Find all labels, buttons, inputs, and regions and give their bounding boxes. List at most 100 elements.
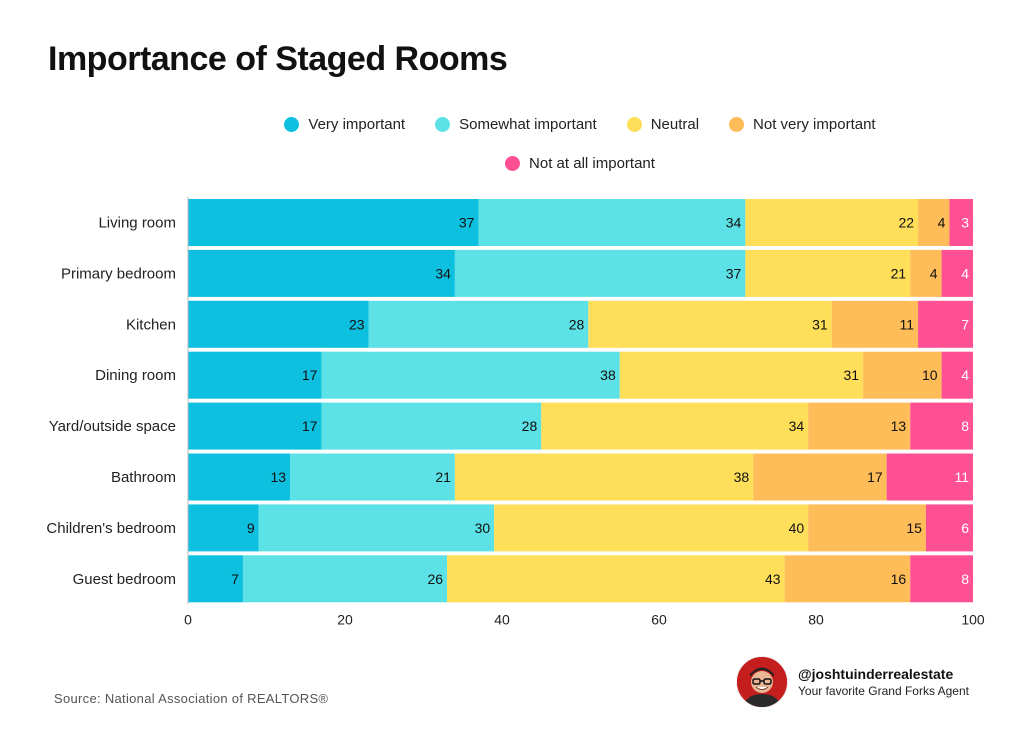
avatar-portrait-icon xyxy=(737,657,787,707)
bar-segment xyxy=(188,199,479,246)
bar-segment xyxy=(188,402,322,450)
data-label: 31 xyxy=(812,316,828,332)
bar-segment xyxy=(321,402,542,450)
data-label: 9 xyxy=(247,520,255,536)
bar-segment xyxy=(541,402,809,450)
legend-item: Very important xyxy=(284,116,405,133)
data-label: 34 xyxy=(789,418,805,434)
x-tick-label: 40 xyxy=(494,611,510,627)
data-label: 17 xyxy=(302,367,318,383)
category-label: Kitchen xyxy=(126,316,176,333)
bar-segment xyxy=(188,300,369,348)
bar-segment xyxy=(941,351,973,399)
data-label: 13 xyxy=(270,469,286,485)
legend-swatch xyxy=(626,117,642,132)
data-label: 38 xyxy=(600,367,616,383)
source-note: Source: National Association of REALTORS… xyxy=(54,691,329,706)
bar-segment xyxy=(447,555,785,603)
data-label: 8 xyxy=(961,418,969,434)
data-label: 4 xyxy=(961,367,969,383)
legend-item: Not at all important xyxy=(505,155,655,172)
bar-segment xyxy=(454,249,746,297)
bar-segment xyxy=(784,555,911,603)
data-label: 37 xyxy=(726,265,742,281)
bar-segment xyxy=(910,555,973,603)
bar-segment xyxy=(886,453,973,501)
data-label: 22 xyxy=(898,215,914,231)
category-label: Primary bedroom xyxy=(61,265,176,282)
x-tick-label: 80 xyxy=(808,611,824,627)
bar-segment xyxy=(745,199,919,246)
data-label: 6 xyxy=(961,520,969,536)
data-label: 26 xyxy=(427,571,443,587)
legend-item: Not very important xyxy=(729,116,876,133)
x-tick-label: 60 xyxy=(651,611,667,627)
data-label: 28 xyxy=(522,418,538,434)
bar-segment xyxy=(494,504,809,552)
bar-segment xyxy=(949,199,973,246)
data-label: 38 xyxy=(734,469,750,485)
category-label: Guest bedroom xyxy=(73,571,176,588)
bar-segment xyxy=(619,351,864,399)
bar-segment xyxy=(925,504,973,552)
legend-label: Very important xyxy=(308,116,406,133)
data-label: 3 xyxy=(961,215,969,231)
data-label: 8 xyxy=(961,571,969,587)
legend-swatch xyxy=(284,117,300,132)
legend-label: Neutral xyxy=(650,116,700,133)
data-label: 34 xyxy=(435,265,451,281)
data-label: 11 xyxy=(900,316,915,332)
data-label: 4 xyxy=(930,265,938,281)
bar-segment xyxy=(910,249,942,297)
bar-segment xyxy=(918,300,973,348)
bar-segment xyxy=(321,351,620,399)
x-tick-label: 0 xyxy=(184,611,192,627)
legend: Very important Somewhat important Neutral N… xyxy=(230,116,930,172)
category-label: Bathroom xyxy=(111,469,176,486)
category-label: Yard/outside space xyxy=(49,418,176,435)
bar-segment xyxy=(831,300,919,348)
data-label: 34 xyxy=(726,215,742,231)
bar-segment xyxy=(863,351,942,399)
data-label: 21 xyxy=(891,265,907,281)
legend-label: Not at all important xyxy=(529,155,655,172)
data-label: 15 xyxy=(906,520,922,536)
bar-segment xyxy=(188,504,259,552)
bar-segment xyxy=(588,300,832,348)
data-label: 13 xyxy=(891,418,907,434)
data-label: 21 xyxy=(435,469,451,485)
bar-segment xyxy=(918,199,950,246)
bar-segment xyxy=(454,453,754,501)
bar-segment xyxy=(808,504,926,552)
data-label: 10 xyxy=(922,367,938,383)
bar-segment xyxy=(941,249,973,297)
bar-segment xyxy=(188,453,291,501)
bar-segment xyxy=(242,555,448,603)
data-label: 17 xyxy=(302,418,318,434)
credit-block: @joshtuinderrealestate Your favorite Gra… xyxy=(736,656,969,708)
credit-handle: @joshtuinderrealestate xyxy=(798,666,954,682)
data-label: 4 xyxy=(938,215,946,231)
category-label: Living room xyxy=(98,215,176,232)
data-label: 7 xyxy=(231,571,239,587)
legend-item: Neutral xyxy=(626,116,700,133)
bar-segment xyxy=(745,249,911,297)
data-label: 16 xyxy=(891,571,907,587)
legend-label: Not very important xyxy=(753,116,876,133)
bar-segment xyxy=(753,453,887,501)
data-label: 23 xyxy=(349,316,365,332)
category-label: Dining room xyxy=(95,367,176,384)
data-label: 43 xyxy=(765,571,781,587)
data-label: 30 xyxy=(475,520,491,536)
bar-segment xyxy=(188,249,455,297)
data-label: 37 xyxy=(459,215,475,231)
data-label: 40 xyxy=(789,520,805,536)
x-tick-label: 100 xyxy=(961,611,985,627)
bar-segment xyxy=(478,199,746,246)
x-tick-label: 20 xyxy=(337,611,353,627)
bar-segment xyxy=(188,351,322,399)
legend-swatch xyxy=(505,156,521,171)
legend-swatch xyxy=(435,117,451,132)
bar-segment xyxy=(808,402,911,450)
